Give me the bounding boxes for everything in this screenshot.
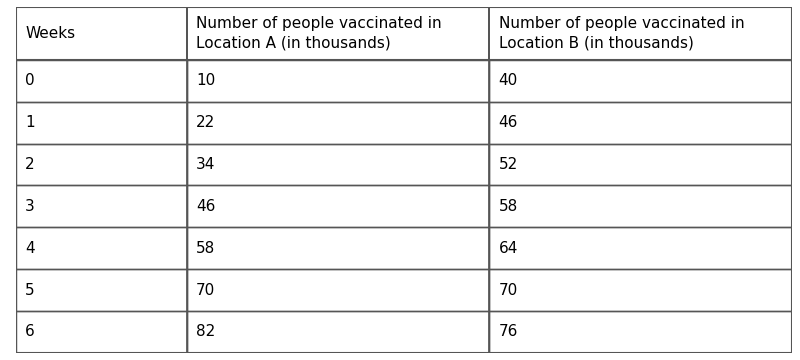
Text: 76: 76 — [498, 324, 518, 339]
Text: 4: 4 — [26, 241, 35, 256]
Text: 3: 3 — [26, 199, 35, 214]
Text: 1: 1 — [26, 115, 35, 130]
Text: 6: 6 — [26, 324, 35, 339]
Text: 5: 5 — [26, 283, 35, 298]
Text: 46: 46 — [498, 115, 518, 130]
Text: Number of people vaccinated in
Location B (in thousands): Number of people vaccinated in Location … — [498, 16, 744, 51]
Text: 10: 10 — [196, 73, 215, 89]
Text: 70: 70 — [498, 283, 518, 298]
Text: 46: 46 — [196, 199, 215, 214]
Text: 70: 70 — [196, 283, 215, 298]
Text: Weeks: Weeks — [26, 26, 75, 41]
Text: 64: 64 — [498, 241, 518, 256]
Text: 82: 82 — [196, 324, 215, 339]
Text: 58: 58 — [196, 241, 215, 256]
Text: 0: 0 — [26, 73, 35, 89]
Text: 52: 52 — [498, 157, 518, 172]
Text: 2: 2 — [26, 157, 35, 172]
Text: 58: 58 — [498, 199, 518, 214]
Text: Number of people vaccinated in
Location A (in thousands): Number of people vaccinated in Location … — [196, 16, 442, 51]
Text: 40: 40 — [498, 73, 518, 89]
Text: 34: 34 — [196, 157, 215, 172]
Text: 22: 22 — [196, 115, 215, 130]
